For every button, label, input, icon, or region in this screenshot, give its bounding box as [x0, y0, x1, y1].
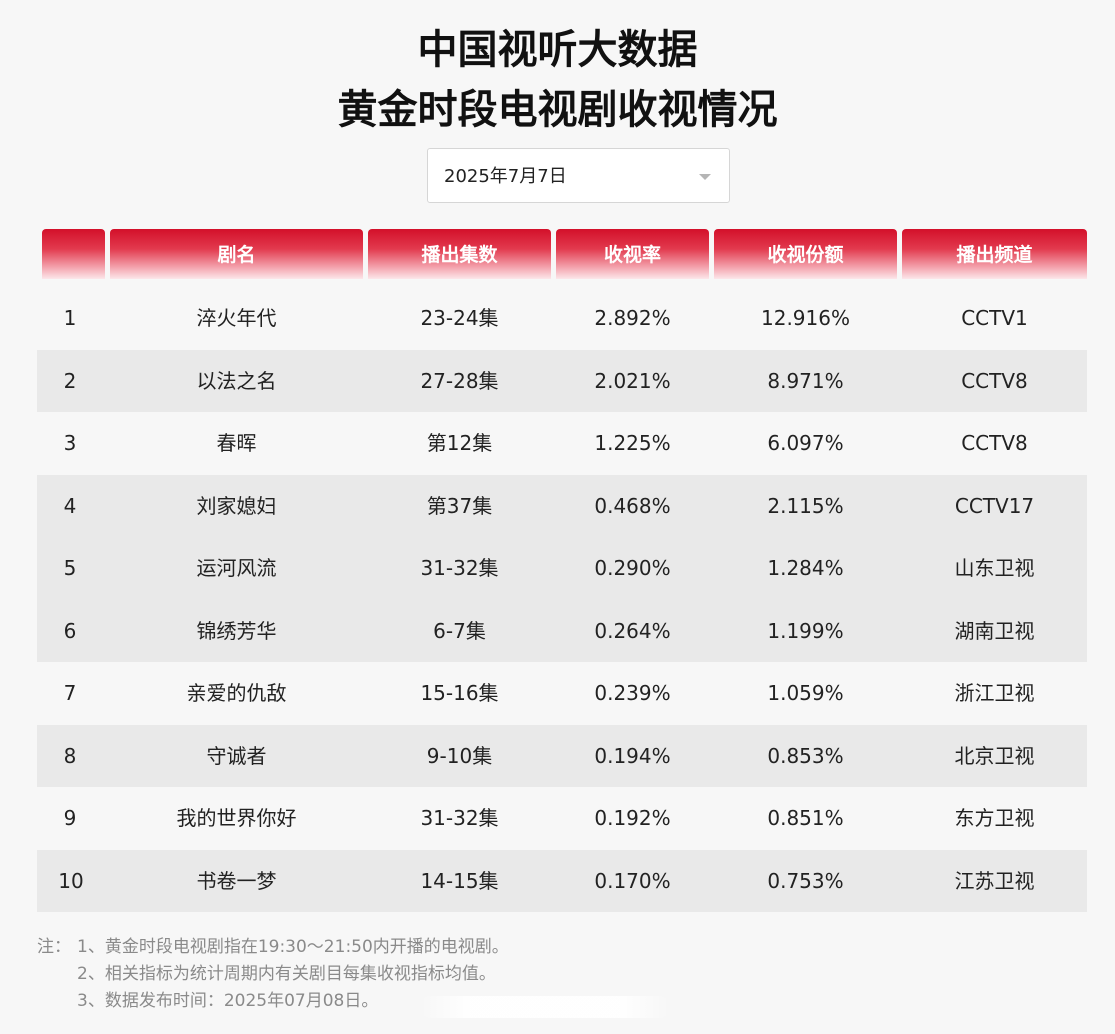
cell-channel: CCTV8 [961, 368, 1028, 393]
footnote-text: 1、黄金时段电视剧指在19:30～21:50内开播的电视剧。 [77, 937, 509, 957]
cell-rank: 9 [63, 806, 77, 830]
cell-name: 运河风流 [196, 556, 277, 580]
cell-episodes: 15-16集 [420, 681, 499, 705]
cell-episodes: 9-10集 [426, 743, 493, 768]
date-select-value: 2025年7月7日 [444, 166, 567, 187]
cell-name: 锦绣芳华 [196, 618, 277, 643]
cell-channel: 浙江卫视 [954, 681, 1035, 705]
cell-rank: 6 [63, 618, 77, 643]
chevron-down-icon[interactable] [699, 174, 711, 180]
cell-share: 8.971% [767, 368, 844, 393]
cell-rating: 2.021% [594, 368, 671, 393]
cell-share: 0.853% [767, 743, 844, 768]
cell-rank: 2 [63, 368, 77, 393]
cell-rank: 3 [63, 431, 77, 455]
cell-rank: 4 [63, 493, 77, 518]
cell-channel: CCTV8 [961, 431, 1028, 455]
table-row: 1 淬火年代 23-24集 2.892% 12.916% CCTV1 [37, 287, 1087, 350]
cell-share: 12.916% [761, 306, 850, 330]
cell-share: 1.284% [767, 556, 844, 580]
cell-rank: 5 [63, 556, 77, 580]
table-row: 9 我的世界你好 31-32集 0.192% 0.851% 东方卫视 [37, 787, 1087, 850]
cell-rank: 10 [58, 868, 84, 893]
header-episodes: 播出集数 [368, 229, 551, 279]
table-header: 剧名 播出集数 收视率 收视份额 播出频道 [37, 229, 1087, 279]
cell-rank: 7 [63, 681, 77, 705]
cell-name: 淬火年代 [196, 306, 277, 330]
cell-channel: 东方卫视 [954, 806, 1035, 830]
cell-rating: 0.290% [594, 556, 671, 580]
cell-channel: CCTV17 [954, 493, 1035, 518]
cell-channel: CCTV1 [961, 306, 1028, 330]
cell-rating: 0.468% [594, 493, 671, 518]
cell-channel: 山东卫视 [954, 556, 1035, 580]
cell-channel: 江苏卫视 [954, 868, 1035, 893]
table-row: 10 书卷一梦 14-15集 0.170% 0.753% 江苏卫视 [37, 849, 1087, 912]
cell-episodes: 第37集 [426, 493, 493, 518]
footnote-text: 2、相关指标为统计周期内有关剧目每集收视指标均值。 [77, 964, 496, 984]
header-name: 剧名 [110, 229, 363, 279]
cell-rating: 2.892% [594, 306, 671, 330]
cell-rank: 8 [63, 743, 77, 768]
cell-name: 刘家媳妇 [196, 493, 277, 518]
table-row: 8 守诚者 9-10集 0.194% 0.853% 北京卫视 [37, 724, 1087, 787]
table-row: 6 锦绣芳华 6-7集 0.264% 1.199% 湖南卫视 [37, 599, 1087, 662]
date-select[interactable]: 2025年7月7日 [427, 148, 730, 203]
cell-channel: 北京卫视 [954, 743, 1035, 768]
page-title: 中国视听大数据 [417, 27, 698, 73]
table-row: 4 刘家媳妇 第37集 0.468% 2.115% CCTV17 [37, 474, 1087, 537]
cell-episodes: 31-32集 [420, 806, 499, 830]
cell-rating: 0.264% [594, 618, 671, 643]
cell-episodes: 27-28集 [420, 368, 499, 393]
cell-name: 守诚者 [206, 743, 267, 768]
cell-rating: 0.239% [594, 681, 671, 705]
cell-name: 书卷一梦 [196, 868, 277, 893]
table-body: 1 淬火年代 23-24集 2.892% 12.916% CCTV1 2 以法之… [37, 287, 1087, 912]
cell-episodes: 23-24集 [420, 306, 499, 330]
header-share: 收视份额 [714, 229, 897, 279]
cell-name: 亲爱的仇敌 [186, 681, 287, 705]
table-row: 5 运河风流 31-32集 0.290% 1.284% 山东卫视 [37, 537, 1087, 600]
header-rating: 收视率 [556, 229, 709, 279]
footnote-text: 3、数据发布时间：2025年07月08日。 [77, 991, 379, 1011]
watermark-overlay [420, 996, 670, 1018]
cell-name: 以法之名 [196, 368, 277, 393]
cell-share: 1.199% [767, 618, 844, 643]
cell-rating: 0.192% [594, 806, 671, 830]
table-row: 7 亲爱的仇敌 15-16集 0.239% 1.059% 浙江卫视 [37, 662, 1087, 725]
cell-share: 0.851% [767, 806, 844, 830]
cell-share: 0.753% [767, 868, 844, 893]
cell-episodes: 第12集 [426, 431, 493, 455]
cell-episodes: 14-15集 [420, 868, 499, 893]
cell-episodes: 31-32集 [420, 556, 499, 580]
footnote-prefix: 注： [37, 937, 71, 957]
table-row: 2 以法之名 27-28集 2.021% 8.971% CCTV8 [37, 349, 1087, 412]
cell-rating: 1.225% [594, 431, 671, 455]
ratings-table: 剧名 播出集数 收视率 收视份额 播出频道 1 淬火年代 23-24集 2.89… [37, 229, 1087, 912]
page-subtitle: 黄金时段电视剧收视情况 [337, 87, 778, 133]
cell-share: 1.059% [767, 681, 844, 705]
cell-episodes: 6-7集 [433, 618, 486, 643]
cell-share: 6.097% [767, 431, 844, 455]
cell-channel: 湖南卫视 [954, 618, 1035, 643]
cell-name: 我的世界你好 [176, 806, 297, 830]
cell-rating: 0.194% [594, 743, 671, 768]
cell-rank: 1 [63, 306, 77, 330]
cell-rating: 0.170% [594, 868, 671, 893]
header-rank [42, 229, 105, 279]
cell-share: 2.115% [767, 493, 844, 518]
table-row: 3 春晖 第12集 1.225% 6.097% CCTV8 [37, 412, 1087, 475]
header-channel: 播出频道 [902, 229, 1087, 279]
cell-name: 春晖 [216, 431, 257, 455]
